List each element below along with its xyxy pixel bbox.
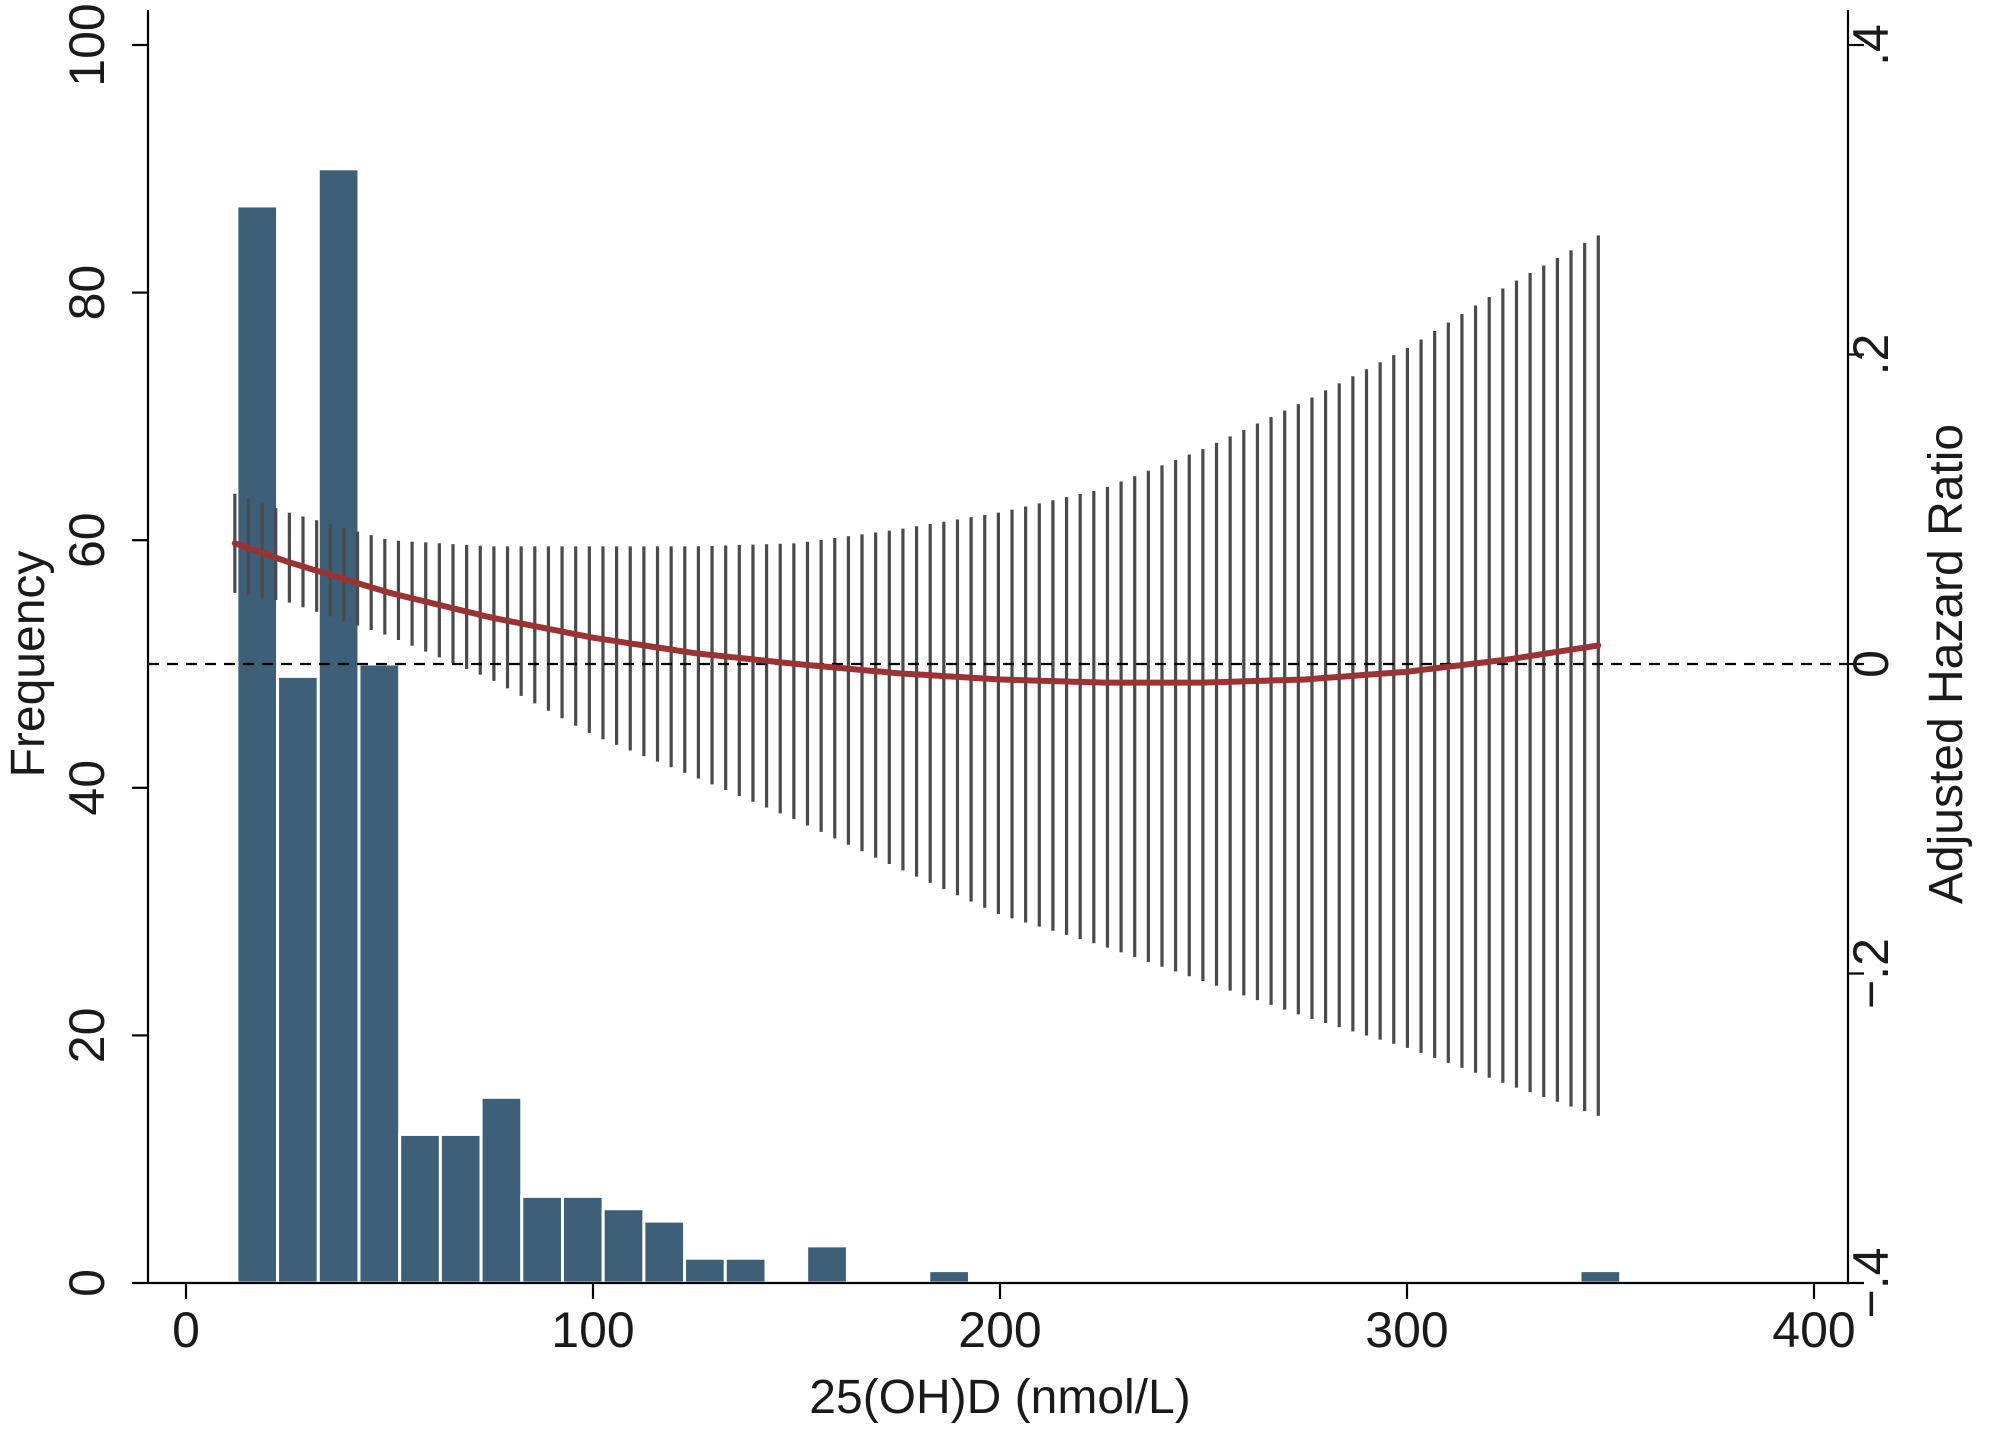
histogram-bar-1 — [235, 204, 280, 1285]
x-axis-title: 25(OH)D (nmol/L) — [809, 1371, 1190, 1424]
histogram-bar-12 — [683, 1256, 727, 1285]
y-tick-label-60: 60 — [59, 512, 115, 568]
y2-axis-title: Adjusted Hazard Ratio — [1920, 424, 1973, 904]
y-tick-label-20: 20 — [59, 1008, 115, 1064]
histogram-bar-15 — [927, 1269, 971, 1285]
histogram-bar-2 — [276, 674, 320, 1285]
confidence-interval-lines — [233, 235, 1600, 1116]
y-tick-label-40: 40 — [59, 760, 115, 816]
histogram-bar-6 — [438, 1132, 483, 1285]
histogram-bars — [235, 167, 1623, 1285]
x-tick-label-0: 0 — [172, 1302, 200, 1358]
y2-tick-label-4: .4 — [1843, 24, 1899, 66]
histogram-bar-9 — [560, 1194, 605, 1285]
histogram-bar-14 — [805, 1244, 849, 1285]
y-axis-title: Frequency — [2, 551, 55, 778]
histogram-bar-5 — [398, 1132, 442, 1285]
histogram-bar-10 — [601, 1207, 646, 1285]
histogram-bar-3 — [316, 167, 361, 1285]
y-tick-label-100: 100 — [59, 3, 115, 86]
histogram-bar-8 — [520, 1194, 564, 1285]
y2-tick-label-1: −.2 — [1843, 938, 1899, 1009]
y2-tick-label-3: .2 — [1843, 334, 1899, 376]
histogram-bar-16 — [1578, 1269, 1623, 1285]
x-tick-label-100: 100 — [551, 1302, 634, 1358]
x-tick-label-300: 300 — [1365, 1302, 1448, 1358]
histogram-bar-4 — [357, 662, 402, 1285]
axes: 0 100 200 300 400 0 20 40 60 80 100 −.4 −.2 0 .2 .4 — [59, 3, 1899, 1358]
y2-tick-label-2: 0 — [1843, 650, 1899, 678]
histogram-bar-11 — [642, 1219, 687, 1285]
hazard-ratio-fit-line — [231, 540, 1602, 686]
y-tick-label-0: 0 — [59, 1269, 115, 1297]
histogram-bar-13 — [723, 1256, 768, 1285]
x-tick-label-400: 400 — [1772, 1302, 1855, 1358]
histogram-bar-7 — [479, 1095, 524, 1285]
y2-tick-label-0: −.4 — [1843, 1248, 1899, 1319]
x-tick-label-200: 200 — [958, 1302, 1041, 1358]
y-tick-label-80: 80 — [59, 265, 115, 321]
